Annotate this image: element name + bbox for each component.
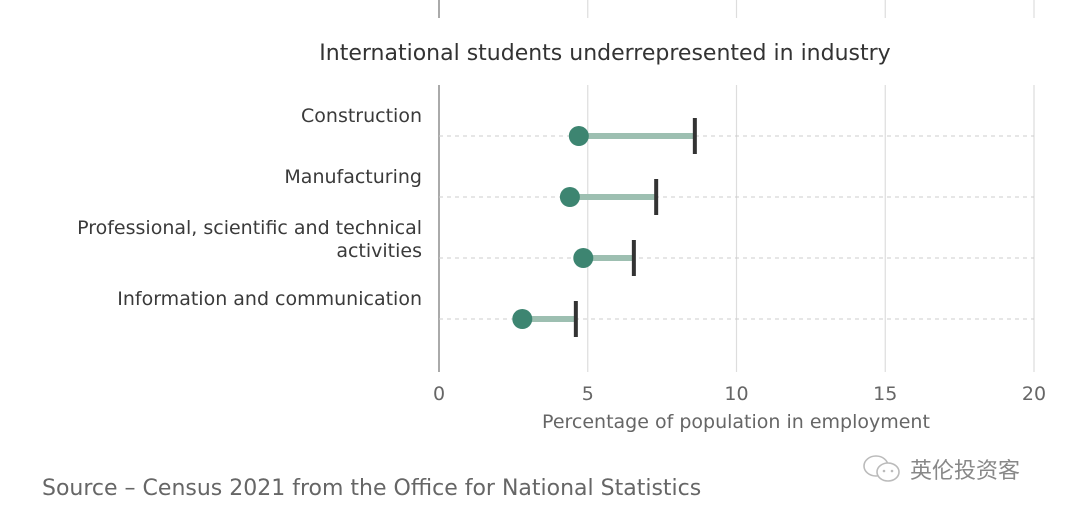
source-note: Source – Census 2021 from the Office for… (42, 476, 702, 501)
x-tick-label: 20 (1022, 383, 1046, 405)
row-3: Information and communication (117, 288, 1034, 337)
category-label: activities (336, 240, 422, 262)
x-tick-label: 5 (582, 383, 594, 405)
student-dot (512, 309, 533, 329)
student-dot (573, 248, 594, 268)
x-tick-label: 10 (724, 383, 748, 405)
category-label: Construction (301, 105, 422, 127)
watermark-text: 英伦投资客 (910, 459, 1021, 484)
rows: Construction Manufacturing Professional, s… (77, 105, 1034, 337)
wechat-icon (863, 455, 900, 482)
student-dot (559, 187, 580, 207)
chart: Construction Manufacturing Professional, s… (77, 0, 1046, 433)
row-2: Professional, scientific and technicalac… (77, 217, 1034, 276)
category-label: Professional, scientific and technical (77, 217, 422, 239)
student-dot (568, 126, 589, 146)
chart-title: International students underrepresented … (319, 41, 890, 66)
row-1: Manufacturing (284, 166, 1034, 215)
x-axis-label: Percentage of population in employment (542, 411, 930, 433)
x-tick-label: 0 (433, 383, 445, 405)
watermark: 英伦投资客 (862, 453, 1020, 485)
category-label: Manufacturing (284, 166, 422, 188)
row-0: Construction (301, 105, 1034, 154)
x-tick-labels: 0 5 10 15 20 (433, 383, 1046, 405)
category-label: Information and communication (117, 288, 422, 310)
x-tick-label: 15 (873, 383, 897, 405)
